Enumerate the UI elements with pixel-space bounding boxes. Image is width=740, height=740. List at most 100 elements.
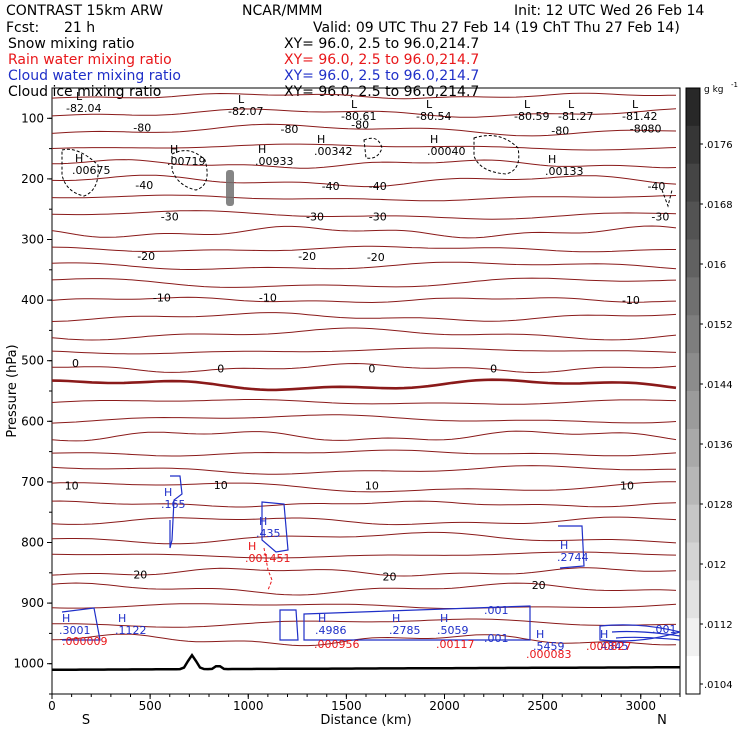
temp-contour xyxy=(52,347,677,355)
low-marker: L xyxy=(632,98,639,111)
header-init: Init: 12 UTC Wed 26 Feb 14 xyxy=(514,3,704,19)
temp-contour xyxy=(52,327,677,341)
cloud-water-contour xyxy=(611,630,680,637)
low-marker: L xyxy=(351,98,358,111)
temp-contour xyxy=(52,465,677,475)
temp-contour xyxy=(52,362,677,374)
temp-contour xyxy=(52,245,676,253)
snow-contour xyxy=(661,189,673,208)
temp-contour xyxy=(52,399,677,405)
contour-label: -40 xyxy=(647,180,665,193)
temp-contour xyxy=(52,143,677,151)
low-cloud-marker: H xyxy=(118,612,126,625)
temp-contour xyxy=(52,210,677,220)
contour-label: -10 xyxy=(622,294,640,307)
low-cloud-value: .4986 xyxy=(315,624,347,637)
temp-contour xyxy=(52,92,677,100)
rain-h-marker: H xyxy=(248,540,256,553)
temp-contour xyxy=(52,430,677,442)
rain-contour xyxy=(263,547,273,591)
field-label: Cloud water mixing ratio xyxy=(8,68,181,84)
temp-contour xyxy=(52,449,677,457)
contour-label: 10 xyxy=(214,479,228,492)
cloud-water-contour xyxy=(169,475,183,549)
temp-contour xyxy=(52,551,677,559)
y-tick-label: 900 xyxy=(21,596,44,610)
rain-value: .00117 xyxy=(436,638,475,651)
header-fcst-value: 21 h xyxy=(64,20,95,36)
low-value: -80.61 xyxy=(341,110,376,123)
temp-contour xyxy=(52,414,677,424)
contour-label: -40 xyxy=(135,179,153,192)
temp-contour xyxy=(52,516,677,526)
contour-label: 10 xyxy=(620,480,634,493)
rain-value: .000009 xyxy=(62,635,108,648)
contour-label: -20 xyxy=(367,251,385,264)
temp-contour xyxy=(52,123,677,137)
temp-contour xyxy=(52,159,677,169)
colorbar-tick-label: .012 xyxy=(704,560,726,571)
contour-label: -30 xyxy=(651,210,669,223)
y-tick-label: 100 xyxy=(21,111,44,125)
upper-h-value: .00342 xyxy=(314,145,353,158)
colorbar-swatch xyxy=(686,618,700,657)
temp-contour xyxy=(52,225,677,239)
y-axis-label: Pressure (hPa) xyxy=(5,344,20,437)
cloud-water-value: .435 xyxy=(256,527,281,540)
upper-h-value: .00675 xyxy=(72,164,111,177)
low-cloud-value: .5459 xyxy=(533,640,565,653)
low-value: -80.59 xyxy=(514,110,549,123)
low-cloud-marker: H xyxy=(392,612,400,625)
y-tick-label: 800 xyxy=(21,536,44,550)
temp-contour xyxy=(52,531,677,545)
colorbar-tick-label: .0168 xyxy=(704,200,733,211)
contour-value: .001 xyxy=(652,623,677,636)
colorbar-swatch xyxy=(686,353,700,392)
colorbar-swatch xyxy=(686,201,700,240)
plot-area: -80 -80 -80 -80 -80-80-40 -40 -40 -40-30 -30 -30-… xyxy=(52,90,680,672)
y-tick-label: 400 xyxy=(21,293,44,307)
low-cloud-value: .1122 xyxy=(115,624,147,637)
colorbar-tick-label: .0144 xyxy=(704,380,733,391)
colorbar-swatch xyxy=(686,656,700,695)
cloud-water-marker: H xyxy=(259,515,267,528)
x-tick-label: 0 xyxy=(48,699,56,713)
upper-h-marker: H xyxy=(317,133,325,146)
contour-label: -30 xyxy=(161,210,179,223)
cloud-water-marker: H xyxy=(164,486,172,499)
cloud-water-value: .2744 xyxy=(557,551,589,564)
temp-contour xyxy=(52,194,677,202)
contour-label: -80 xyxy=(551,124,569,137)
colorbar-swatch xyxy=(686,542,700,581)
temp-contour xyxy=(52,618,676,628)
colorbar-unit: g kg xyxy=(704,85,724,95)
temp-contour xyxy=(52,174,677,188)
upper-h-marker: H xyxy=(258,143,266,156)
colorbar-swatch xyxy=(686,163,700,203)
upper-h-value: .00040 xyxy=(427,145,466,158)
temp-contour xyxy=(52,296,677,304)
low-value: -82.07 xyxy=(228,105,263,118)
low-cloud-marker: H xyxy=(62,612,70,625)
contour-label: 0 xyxy=(72,357,79,370)
temp-contour xyxy=(52,603,677,609)
snow-contour xyxy=(473,135,520,175)
contour-label: -40 xyxy=(322,180,340,193)
temp-contour xyxy=(52,500,677,508)
rain-value: .000083 xyxy=(526,648,572,661)
colorbar-tick-label: .0128 xyxy=(704,500,733,511)
contour-label: -10 xyxy=(153,292,171,305)
contour-label: -30 xyxy=(369,210,387,223)
y-tick-label: 1000 xyxy=(13,657,44,671)
upper-h-value: .00719 xyxy=(167,155,206,168)
ice-column xyxy=(226,170,234,206)
contour-value: .001 xyxy=(484,632,509,645)
rain-value: .000956 xyxy=(314,638,360,651)
terrain-line xyxy=(52,652,680,672)
rain-h-value: .001451 xyxy=(245,552,291,565)
x-tick-label: 2500 xyxy=(527,699,558,713)
colorbar-tick-label: .0152 xyxy=(704,320,733,331)
colorbar-swatch xyxy=(686,391,700,430)
colorbar-swatch xyxy=(686,504,700,543)
low-value: -82.04 xyxy=(66,102,101,115)
